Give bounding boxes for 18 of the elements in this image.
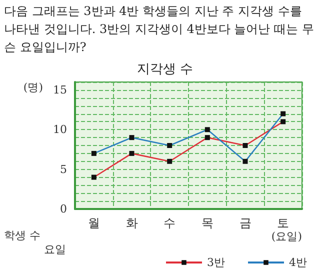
x-tick-label: 수 bbox=[164, 216, 176, 230]
x-axis-title: (요일) bbox=[271, 230, 302, 243]
chart-title: 지각생 수 bbox=[136, 62, 194, 77]
y-tick-label: 15 bbox=[53, 83, 67, 96]
y-axis-title: (명) bbox=[23, 81, 43, 94]
x-tick-label: 토 bbox=[277, 216, 290, 230]
text: 요일 bbox=[44, 243, 66, 256]
x-tick-label: 화 bbox=[126, 216, 138, 230]
y-tick-label: 10 bbox=[53, 123, 67, 136]
y-tick-label: 0 bbox=[60, 202, 67, 216]
x-tick-label: 목 bbox=[201, 216, 214, 230]
y-tick-label: 5 bbox=[60, 162, 67, 176]
x-tick-label: 월 bbox=[88, 216, 100, 230]
x-tick-label: 금 bbox=[239, 216, 252, 230]
legend-label: 3반 bbox=[207, 256, 226, 269]
text: 학생 수 bbox=[4, 229, 40, 242]
legend-label: 4반 bbox=[289, 256, 307, 269]
text: 다음 그래프는 3반과 4반 학생들의 지난 주 지각생 수를 나타낸 것입니다. 3반의 지각생이 4반보다 늘어난 때는 무슨 요일입니까? bbox=[3, 3, 315, 56]
